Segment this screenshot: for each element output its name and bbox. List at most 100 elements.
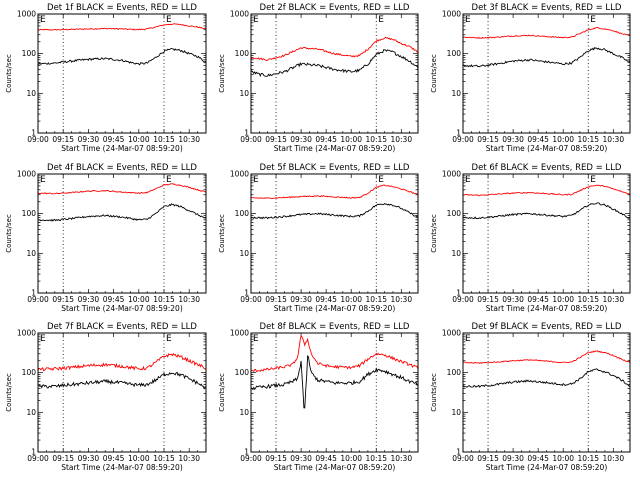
y-tick-label: 10 bbox=[239, 249, 249, 258]
events-rate-series bbox=[462, 46, 631, 68]
panel-title: Det 8f BLACK = Events, RED = LLD bbox=[260, 322, 410, 332]
x-tick-label: 10:30 bbox=[602, 135, 624, 144]
x-tick-label: 09:15 bbox=[265, 454, 287, 463]
lld-rate-series bbox=[462, 184, 631, 197]
plot-frame bbox=[250, 173, 419, 294]
event-mark: E bbox=[40, 175, 46, 185]
events-rate-series bbox=[250, 202, 419, 220]
y-axis-label: Counts/sec bbox=[5, 54, 13, 93]
y-tick-label: 1 bbox=[456, 289, 461, 298]
x-tick-label: 10:15 bbox=[153, 454, 175, 463]
x-tick-label: 10:30 bbox=[178, 295, 200, 304]
lld-rate-series bbox=[462, 350, 631, 364]
lld-rate-series bbox=[37, 183, 207, 195]
lld-rate-series bbox=[251, 334, 419, 373]
x-tick-label: 10:15 bbox=[577, 135, 599, 144]
y-tick-label: 100 bbox=[235, 49, 250, 58]
y-axis-label: Counts/sec bbox=[218, 54, 226, 93]
x-tick-label: 10:00 bbox=[128, 295, 150, 304]
x-axis-label: Start Time (24-Mar-07 08:59:20) bbox=[486, 463, 608, 472]
detector-panel-1: Det 1f BLACK = Events, RED = LLD Counts/s… bbox=[5, 3, 207, 153]
y-tick-label: 100 bbox=[235, 368, 250, 377]
y-axis-label: Counts/sec bbox=[430, 214, 438, 253]
y-axis-label: Counts/sec bbox=[218, 373, 226, 412]
panel-title: Det 1f BLACK = Events, RED = LLD bbox=[47, 3, 197, 13]
x-tick-label: 09:00 bbox=[240, 295, 262, 304]
detector-panel-9: Det 9f BLACK = Events, RED = LLD Counts/s… bbox=[430, 322, 631, 472]
event-mark: E bbox=[378, 175, 384, 185]
detector-panel-3: Det 3f BLACK = Events, RED = LLD Counts/s… bbox=[430, 3, 631, 153]
plot-frame bbox=[250, 13, 419, 134]
y-tick-label: 1000 bbox=[230, 329, 249, 338]
y-axis-label: Counts/sec bbox=[5, 214, 13, 253]
y-tick-label: 100 bbox=[22, 49, 37, 58]
plot-frame bbox=[37, 13, 207, 134]
events-rate-series bbox=[250, 49, 419, 78]
x-tick-label: 10:15 bbox=[153, 295, 175, 304]
x-axis-label: Start Time (24-Mar-07 08:59:20) bbox=[274, 144, 396, 153]
x-tick-label: 09:30 bbox=[78, 454, 100, 463]
lld-rate-series bbox=[462, 27, 631, 39]
lld-rate-series bbox=[37, 352, 207, 372]
events-rate-series bbox=[37, 47, 207, 66]
event-mark: E bbox=[40, 15, 46, 25]
x-tick-label: 09:45 bbox=[103, 295, 125, 304]
x-axis-label: Start Time (24-Mar-07 08:59:20) bbox=[486, 144, 608, 153]
y-tick-label: 1 bbox=[244, 448, 249, 457]
y-tick-label: 10 bbox=[451, 89, 461, 98]
lld-rate-series bbox=[37, 23, 207, 31]
event-mark: E bbox=[465, 334, 471, 344]
x-tick-label: 10:30 bbox=[390, 135, 412, 144]
y-tick-label: 10 bbox=[239, 408, 249, 417]
y-tick-label: 100 bbox=[447, 49, 462, 58]
x-tick-label: 09:45 bbox=[527, 135, 549, 144]
x-tick-label: 09:45 bbox=[315, 135, 337, 144]
x-tick-label: 10:30 bbox=[390, 454, 412, 463]
panel-title: Det 6f BLACK = Events, RED = LLD bbox=[472, 163, 622, 173]
events-rate-series bbox=[462, 202, 631, 220]
y-tick-label: 1000 bbox=[17, 170, 36, 179]
y-tick-label: 1000 bbox=[230, 10, 249, 19]
y-tick-label: 100 bbox=[447, 209, 462, 218]
y-axis-label: Counts/sec bbox=[5, 373, 13, 412]
y-tick-label: 10 bbox=[26, 249, 36, 258]
x-tick-label: 09:45 bbox=[103, 454, 125, 463]
event-mark: E bbox=[590, 334, 596, 344]
event-mark: E bbox=[166, 334, 172, 344]
y-tick-label: 10 bbox=[239, 89, 249, 98]
x-tick-label: 09:45 bbox=[315, 295, 337, 304]
x-tick-label: 09:00 bbox=[240, 454, 262, 463]
event-mark: E bbox=[166, 15, 172, 25]
event-mark: E bbox=[166, 175, 172, 185]
x-tick-label: 10:15 bbox=[365, 454, 387, 463]
detector-panel-6: Det 6f BLACK = Events, RED = LLD Counts/s… bbox=[430, 163, 631, 313]
plot-frame bbox=[462, 332, 631, 453]
panel-title: Det 5f BLACK = Events, RED = LLD bbox=[260, 163, 410, 173]
x-tick-label: 09:00 bbox=[452, 295, 474, 304]
panel-title: Det 2f BLACK = Events, RED = LLD bbox=[260, 3, 410, 13]
plot-frame bbox=[462, 173, 631, 294]
x-tick-label: 09:00 bbox=[27, 135, 49, 144]
y-tick-label: 100 bbox=[235, 209, 250, 218]
y-tick-label: 1 bbox=[456, 129, 461, 138]
event-mark: E bbox=[253, 334, 259, 344]
y-tick-label: 10 bbox=[451, 249, 461, 258]
y-tick-label: 1000 bbox=[17, 329, 36, 338]
x-tick-label: 09:45 bbox=[315, 454, 337, 463]
event-mark: E bbox=[465, 15, 471, 25]
x-tick-label: 09:30 bbox=[290, 135, 312, 144]
panel-title: Det 7f BLACK = Events, RED = LLD bbox=[47, 322, 197, 332]
x-tick-label: 10:30 bbox=[602, 295, 624, 304]
event-mark: E bbox=[590, 175, 596, 185]
y-tick-label: 100 bbox=[22, 209, 37, 218]
x-tick-label: 09:45 bbox=[527, 454, 549, 463]
panel-title: Det 9f BLACK = Events, RED = LLD bbox=[472, 322, 622, 332]
x-tick-label: 09:15 bbox=[52, 454, 74, 463]
x-tick-label: 09:00 bbox=[27, 454, 49, 463]
events-rate-series bbox=[462, 368, 631, 388]
y-tick-label: 1 bbox=[31, 289, 36, 298]
x-tick-label: 10:15 bbox=[153, 135, 175, 144]
x-tick-label: 09:30 bbox=[502, 454, 524, 463]
x-axis-label: Start Time (24-Mar-07 08:59:20) bbox=[61, 304, 183, 313]
